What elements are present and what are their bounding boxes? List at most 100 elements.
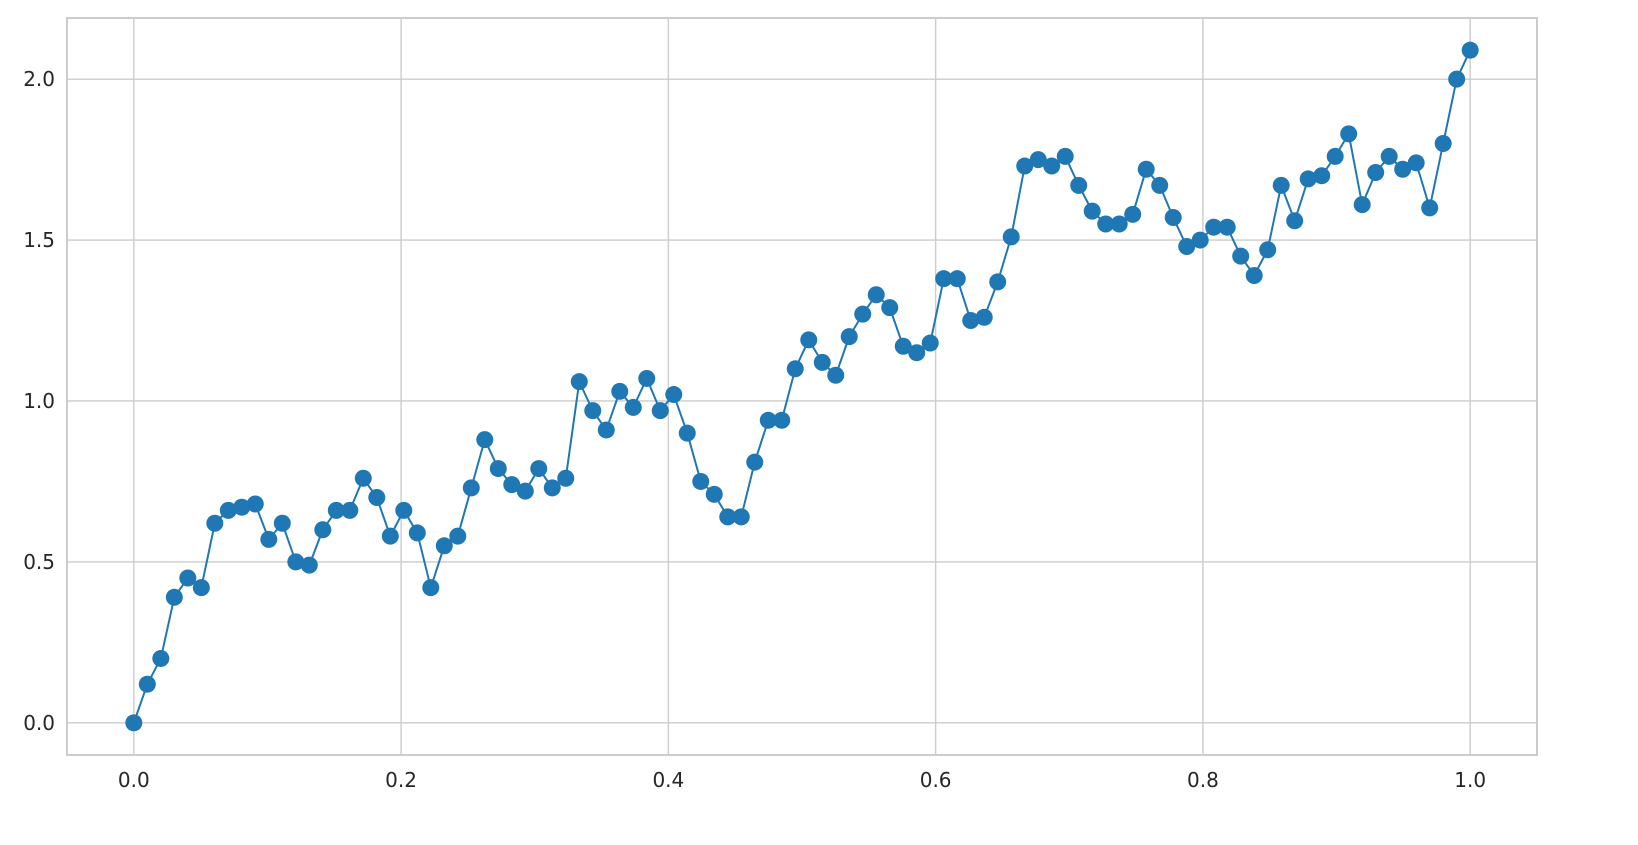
data-point xyxy=(1002,228,1020,246)
data-point xyxy=(867,286,885,304)
data-point xyxy=(1205,218,1223,236)
data-point xyxy=(1313,167,1331,185)
data-point xyxy=(1421,199,1439,217)
data-point xyxy=(192,579,210,597)
data-point xyxy=(1097,215,1115,233)
data-point xyxy=(624,398,642,416)
data-point xyxy=(1286,212,1304,230)
data-point xyxy=(1029,151,1047,169)
data-point xyxy=(813,353,831,371)
data-point xyxy=(746,453,764,471)
data-point xyxy=(786,360,804,378)
x-gridlines xyxy=(133,18,1471,755)
data-point xyxy=(165,588,183,606)
data-point xyxy=(152,649,170,667)
data-point xyxy=(395,501,413,519)
data-point xyxy=(1245,266,1263,284)
y-tick-label: 1.5 xyxy=(23,228,55,252)
x-tick-label: 1.0 xyxy=(1454,768,1486,792)
data-point xyxy=(327,501,345,519)
data-point xyxy=(894,337,912,355)
series-line xyxy=(132,49,1472,724)
data-point xyxy=(125,714,143,732)
x-tick-label: 0.4 xyxy=(652,768,684,792)
y-axis-tick-labels: 0.0 0.5 1.0 1.5 2.0 xyxy=(23,67,55,735)
data-point xyxy=(408,524,426,542)
data-point xyxy=(1434,135,1452,153)
data-point xyxy=(759,411,777,429)
data-point xyxy=(1191,231,1209,249)
data-point xyxy=(692,472,710,490)
data-point xyxy=(1164,209,1182,227)
data-point xyxy=(840,328,858,346)
y-gridlines xyxy=(67,78,1537,724)
data-point xyxy=(273,514,291,532)
plot-frame xyxy=(66,17,1538,756)
data-point xyxy=(962,312,980,330)
data-point xyxy=(1407,154,1425,172)
data-point xyxy=(975,308,993,326)
data-point xyxy=(1070,176,1088,194)
data-point xyxy=(570,373,588,391)
data-point xyxy=(719,508,737,526)
data-point xyxy=(1043,157,1061,175)
data-point xyxy=(314,521,332,539)
data-point xyxy=(354,469,372,487)
y-tick-label: 2.0 xyxy=(23,67,55,91)
data-point xyxy=(260,530,278,548)
series-layer xyxy=(125,41,1479,732)
data-point xyxy=(179,569,197,587)
data-point xyxy=(948,270,966,288)
data-point xyxy=(611,382,629,400)
x-axis-tick-labels: 0.0 0.2 0.4 0.6 0.8 1.0 xyxy=(118,768,1486,792)
data-point xyxy=(1299,170,1317,188)
data-point xyxy=(800,331,818,349)
data-point xyxy=(705,485,723,503)
x-tick-label: 0.2 xyxy=(385,768,417,792)
data-point xyxy=(1151,176,1169,194)
data-point xyxy=(881,299,899,317)
data-point xyxy=(989,273,1007,291)
data-point xyxy=(1353,196,1371,214)
data-point xyxy=(921,334,939,352)
data-point xyxy=(138,675,156,693)
data-point xyxy=(476,431,494,449)
x-tick-label: 0.6 xyxy=(920,768,952,792)
data-point xyxy=(638,369,656,387)
data-point xyxy=(1326,147,1344,165)
data-point xyxy=(489,460,507,478)
data-point xyxy=(233,498,251,516)
x-tick-label: 0.8 xyxy=(1187,768,1219,792)
y-tick-label: 1.0 xyxy=(23,389,55,413)
y-tick-label: 0.0 xyxy=(23,711,55,735)
data-point xyxy=(678,424,696,442)
data-point xyxy=(462,479,480,497)
data-point xyxy=(1461,41,1479,59)
data-point xyxy=(1394,160,1412,178)
data-point xyxy=(773,411,791,429)
x-tick-label: 0.0 xyxy=(118,768,150,792)
y-tick-label: 0.5 xyxy=(23,550,55,574)
data-point xyxy=(206,514,224,532)
data-point xyxy=(287,553,305,571)
data-point xyxy=(1259,241,1277,259)
data-point xyxy=(219,501,237,519)
data-point xyxy=(503,476,521,494)
data-point xyxy=(827,366,845,384)
data-point xyxy=(1178,238,1196,256)
data-point xyxy=(1056,147,1074,165)
data-point xyxy=(1110,215,1128,233)
data-point xyxy=(557,469,575,487)
data-point xyxy=(1448,70,1466,88)
data-point xyxy=(1137,160,1155,178)
data-point xyxy=(584,402,602,420)
data-point xyxy=(1232,247,1250,265)
data-point xyxy=(1016,157,1034,175)
data-point xyxy=(341,501,359,519)
data-point xyxy=(651,402,669,420)
data-point xyxy=(732,508,750,526)
data-point xyxy=(300,556,318,574)
data-point xyxy=(530,460,548,478)
data-point xyxy=(935,270,953,288)
data-point xyxy=(449,527,467,545)
